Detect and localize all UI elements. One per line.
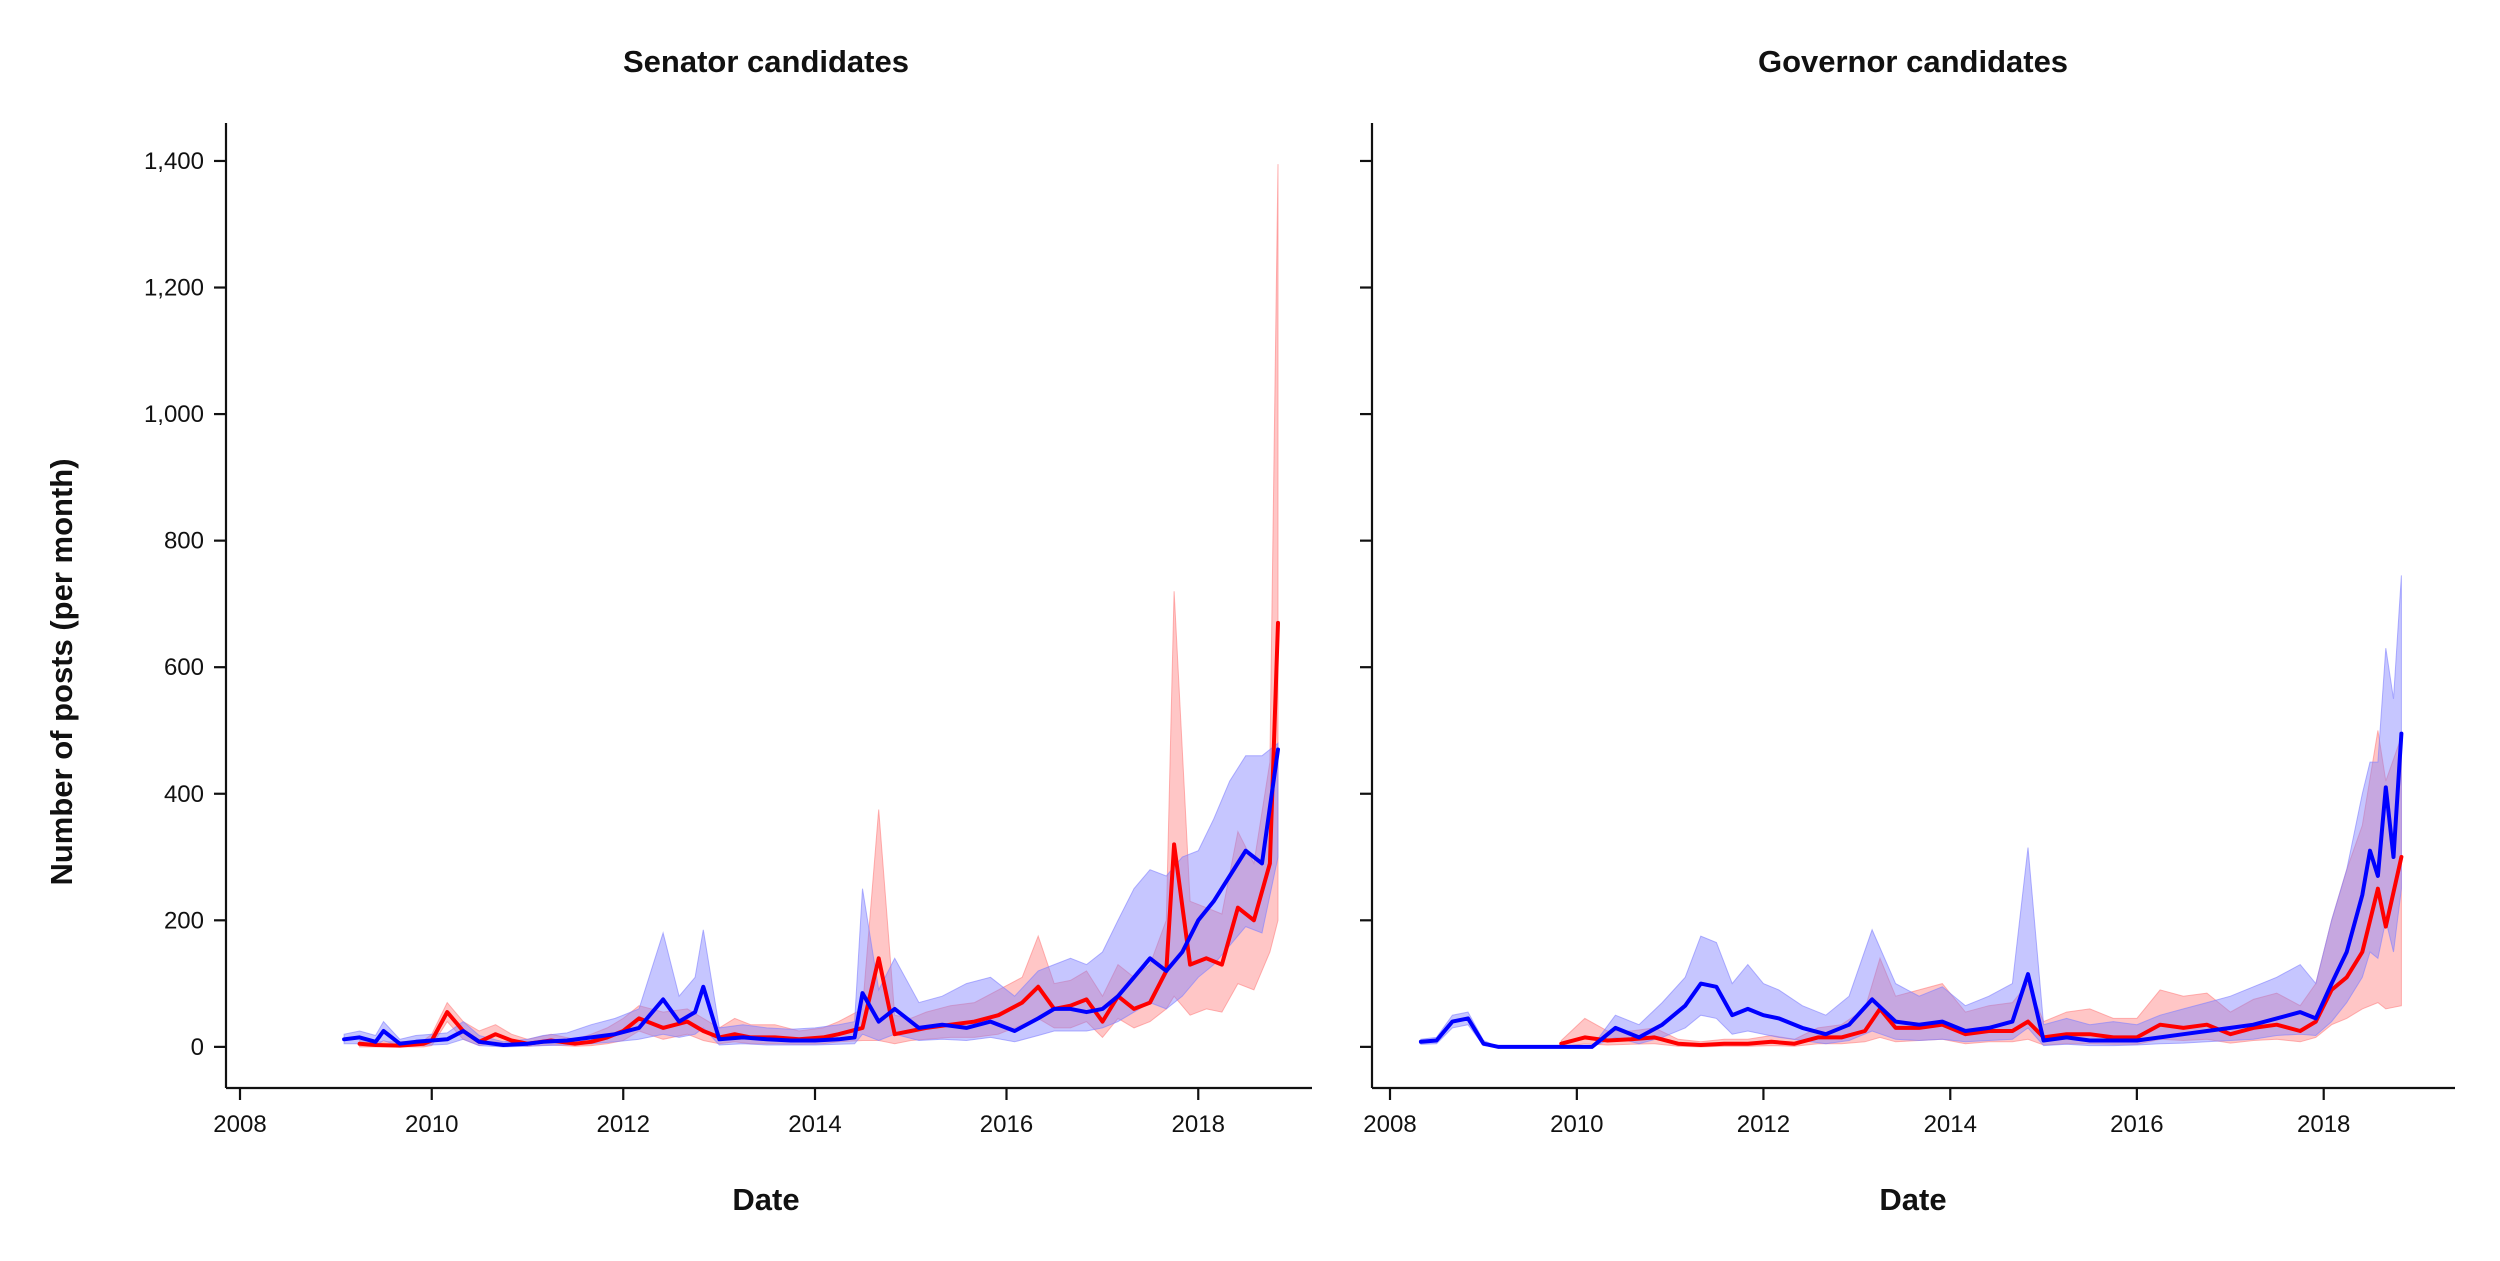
- y-tick-label: 1,400: [144, 148, 204, 175]
- series-1-band: [1420, 575, 2402, 1048]
- x-tick-label: 2014: [788, 1111, 841, 1138]
- confidence-bands: [1420, 575, 2402, 1048]
- x-tick-label: 2012: [1737, 1111, 1790, 1138]
- x-tick-label: 2018: [1172, 1111, 1225, 1138]
- panel-title: Senator candidates: [623, 44, 909, 79]
- series-0-line: [357, 620, 1280, 1048]
- panel-title: Governor candidates: [1758, 44, 2068, 79]
- y-tick-label: 400: [164, 781, 204, 808]
- y-tick-label: 800: [164, 528, 204, 555]
- series-1-line: [342, 747, 1280, 1047]
- series-lines: [342, 620, 1280, 1048]
- x-tick-label: 2016: [2110, 1111, 2163, 1138]
- y-tick-label: 1,000: [144, 401, 204, 428]
- x-tick-label: 2018: [2297, 1111, 2350, 1138]
- y-axis-ticks: [1360, 159, 1372, 1048]
- series-0-line: [1559, 855, 2404, 1047]
- x-tick-label: 2014: [1924, 1111, 1977, 1138]
- x-tick-label: 2008: [213, 1111, 266, 1138]
- x-tick-label: 2016: [980, 1111, 1033, 1138]
- y-tick-label: 600: [164, 654, 204, 681]
- x-tick-label: 2008: [1363, 1111, 1416, 1138]
- series-0-band: [359, 164, 1279, 1048]
- series-lines: [1418, 731, 2404, 1049]
- y-axis-ticks: 0 200 400 600 800 1,000 1,200 1,400: [144, 148, 226, 1061]
- panel-senator-candidates: Senator candidates 2008 2010 2012 2014 2016 2…: [44, 44, 1312, 1217]
- series-1-line: [1418, 731, 2404, 1049]
- x-axis-ticks: 2008 2010 2012 2014 2016 2018: [1363, 1088, 2350, 1138]
- confidence-bands: [343, 164, 1279, 1048]
- y-tick-label: 1,200: [144, 275, 204, 302]
- y-axis-label: Number of posts (per month): [44, 458, 79, 885]
- x-tick-label: 2010: [1550, 1111, 1603, 1138]
- panel-governor-candidates: Governor candidates 2008 2010 2012 2014 2016…: [1360, 44, 2455, 1217]
- series-1-band: [343, 742, 1279, 1048]
- x-axis-ticks: 2008 2010 2012 2014 2016 2018: [213, 1088, 1225, 1138]
- y-tick-label: 200: [164, 907, 204, 934]
- x-tick-label: 2010: [405, 1111, 458, 1138]
- x-axis-label: Date: [732, 1182, 799, 1217]
- y-tick-label: 0: [191, 1034, 204, 1061]
- x-tick-label: 2012: [597, 1111, 650, 1138]
- x-axis-label: Date: [1879, 1182, 1946, 1217]
